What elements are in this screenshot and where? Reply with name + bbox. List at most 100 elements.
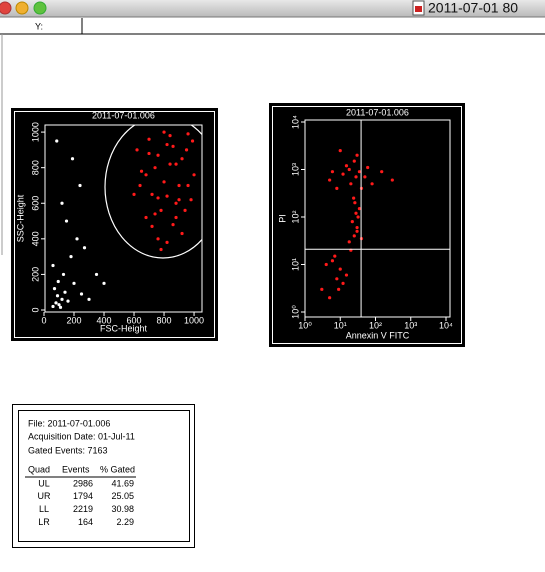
plot-inner-frame (272, 106, 462, 344)
y-axis-label: SSC-Height (15, 194, 25, 242)
stats-header: Events (62, 464, 90, 474)
event-dot (183, 208, 187, 212)
plot-area (44, 124, 203, 313)
gate-region (104, 125, 202, 259)
event-dot (66, 299, 70, 303)
event-dot (174, 215, 178, 220)
event-dot (171, 144, 175, 148)
event-dot (165, 240, 169, 244)
event-dot (190, 139, 195, 143)
stats-header: Quad (28, 464, 50, 474)
event-dot (328, 178, 332, 182)
document-icon-mark (415, 6, 422, 12)
event-dot (363, 175, 367, 179)
event-dot (55, 294, 60, 298)
zoom-button[interactable] (33, 1, 47, 15)
y-tick-label: 10³ (290, 163, 300, 176)
y-tick-label: 10² (290, 210, 300, 223)
event-dot (350, 220, 354, 224)
event-dot (355, 225, 359, 230)
event-dot (162, 180, 166, 184)
stats-header: % Gated (100, 464, 135, 474)
event-dot (168, 162, 172, 166)
event-dot (156, 153, 160, 157)
event-dot (347, 167, 351, 172)
x-tick-label: 10¹ (334, 320, 347, 330)
close-button[interactable] (0, 1, 12, 15)
event-dot (341, 281, 345, 286)
event-dot (162, 130, 166, 134)
y-tick-label: 200 (30, 267, 40, 282)
x-tick-label: 1000 (184, 315, 204, 325)
event-dot (153, 212, 157, 216)
event-dot (57, 303, 61, 307)
event-dot (75, 237, 79, 241)
x-tick-label: 200 (66, 315, 81, 325)
event-dot (79, 292, 84, 296)
event-dot (352, 159, 356, 163)
event-dot (380, 170, 384, 174)
ruler-label: Y: (35, 21, 43, 31)
event-dot (159, 208, 163, 212)
event-dot (356, 215, 360, 219)
stats-cell: UR (38, 491, 51, 501)
stats-inner-frame (18, 410, 190, 542)
event-dot (63, 290, 67, 294)
stats-cell: UL (38, 478, 50, 488)
event-dot (60, 297, 64, 301)
stats-cell: 2.29 (116, 517, 134, 527)
stats-cell: LR (38, 517, 50, 527)
plot-title: 2011-07-01.006 (92, 110, 155, 120)
event-dot (56, 279, 60, 284)
event-dot (184, 148, 189, 152)
stats-cell: 1794 (73, 491, 93, 501)
event-dot (189, 198, 193, 202)
stats-cell: 164 (78, 517, 93, 527)
y-tick-label: 10⁴ (290, 115, 300, 129)
event-dot (354, 211, 358, 215)
event-dot (55, 139, 59, 143)
event-dot (370, 182, 374, 186)
event-dot (330, 170, 335, 174)
x-tick-label: 800 (157, 315, 172, 325)
event-dot (72, 281, 76, 285)
event-dot (390, 178, 394, 182)
event-dot (156, 196, 160, 200)
event-dot (335, 277, 339, 281)
stats-cell: 2986 (73, 478, 93, 488)
event-dot (69, 255, 73, 259)
x-tick-label: 10² (369, 320, 382, 330)
event-dot (328, 296, 332, 300)
event-dot (87, 297, 91, 301)
event-dot (344, 273, 349, 277)
plot-inner-frame (14, 111, 215, 338)
event-dot (165, 142, 169, 147)
minimize-button[interactable] (15, 1, 29, 15)
stats-cell: 41.69 (111, 478, 134, 488)
window-title: 2011-07-01 80 (428, 0, 518, 16)
event-dot (324, 262, 328, 267)
event-dot (60, 201, 64, 205)
x-tick-label: 0 (41, 315, 46, 325)
event-dot (352, 234, 356, 238)
event-dot (165, 194, 169, 198)
event-dot (159, 247, 163, 252)
event-dot (171, 223, 175, 227)
stats-gated: Gated Events: 7163 (28, 445, 108, 455)
stats-cell: 25.05 (111, 491, 134, 501)
title-bar (0, 0, 545, 17)
event-dot (180, 231, 184, 236)
event-dot (341, 172, 345, 176)
event-dot (132, 192, 136, 196)
plot-frame (269, 103, 465, 347)
event-dot (353, 201, 357, 205)
event-dot (61, 272, 66, 277)
event-dot (144, 173, 148, 177)
event-dot (150, 192, 154, 196)
event-dot (177, 198, 181, 202)
event-dot (192, 173, 196, 177)
x-tick-label: 600 (127, 315, 142, 325)
event-dot (51, 263, 55, 268)
event-dot (180, 157, 184, 161)
